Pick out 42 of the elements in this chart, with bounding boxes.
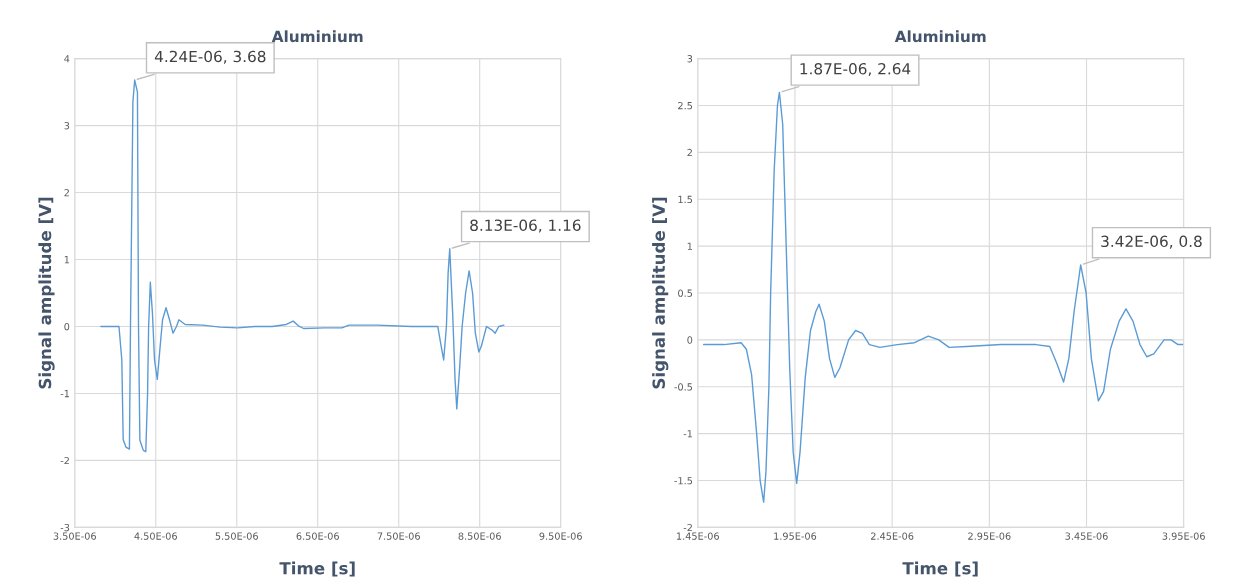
x-tick-label: 6.50E-06 — [296, 532, 339, 540]
y-tick-label: 2 — [64, 189, 69, 197]
y-tick-label: -1.5 — [674, 477, 693, 485]
x-tick-label: 1.45E-06 — [676, 532, 719, 540]
y-tick-label: 2 — [687, 148, 692, 157]
x-tick-label: 3.50E-06 — [53, 532, 96, 540]
y-tick-label: 1 — [64, 256, 69, 264]
x-tick-label: 3.95E-06 — [1162, 532, 1205, 540]
y-tick-label: -3 — [60, 523, 70, 532]
x-tick-label: 2.95E-06 — [968, 532, 1011, 540]
y-tick-label: -2 — [683, 523, 692, 532]
y-tick-label: -2 — [60, 456, 69, 465]
y-tick-label: -1 — [60, 390, 69, 398]
x-tick-label: 1.95E-06 — [774, 532, 817, 540]
annotation: 3.42E-06, 0.8 — [1101, 235, 1202, 249]
annotation: 8.13E-06, 1.16 — [470, 219, 581, 233]
x-tick-label: 4.50E-06 — [134, 532, 177, 540]
y-tick-label: 3 — [687, 55, 693, 63]
x-tick-label: 5.50E-06 — [215, 532, 258, 540]
x-tick-label: 9.50E-06 — [539, 532, 582, 540]
y-axis-title: Signal amplitude [V] — [38, 197, 55, 389]
x-axis-title: Time [s] — [902, 561, 978, 577]
x-tick-label: 3.45E-06 — [1065, 532, 1108, 540]
y-tick-label: 1.5 — [678, 195, 693, 204]
y-tick-label: 1 — [687, 242, 692, 250]
chart-title: Aluminium — [271, 30, 363, 43]
y-tick-label: -1 — [683, 430, 692, 438]
y-tick-label: -0.5 — [674, 383, 693, 391]
chart-title: Aluminium — [894, 30, 986, 43]
y-tick-label: 0 — [64, 322, 70, 331]
annotation: 4.24E-06, 3.68 — [154, 50, 266, 64]
y-tick-label: 0 — [687, 336, 693, 344]
y-tick-label: 0.5 — [678, 289, 693, 297]
y-tick-label: 3 — [64, 122, 70, 130]
y-axis-title: Signal amplitude [V] — [652, 197, 669, 389]
y-tick-label: 2.5 — [678, 101, 693, 110]
y-tick-label: 4 — [64, 55, 70, 63]
x-axis-title: Time [s] — [279, 561, 355, 577]
x-tick-label: 2.45E-06 — [871, 532, 914, 540]
x-tick-label: 8.50E-06 — [458, 532, 501, 540]
annotation: 1.87E-06, 2.64 — [800, 63, 911, 77]
x-tick-label: 7.50E-06 — [377, 532, 420, 540]
